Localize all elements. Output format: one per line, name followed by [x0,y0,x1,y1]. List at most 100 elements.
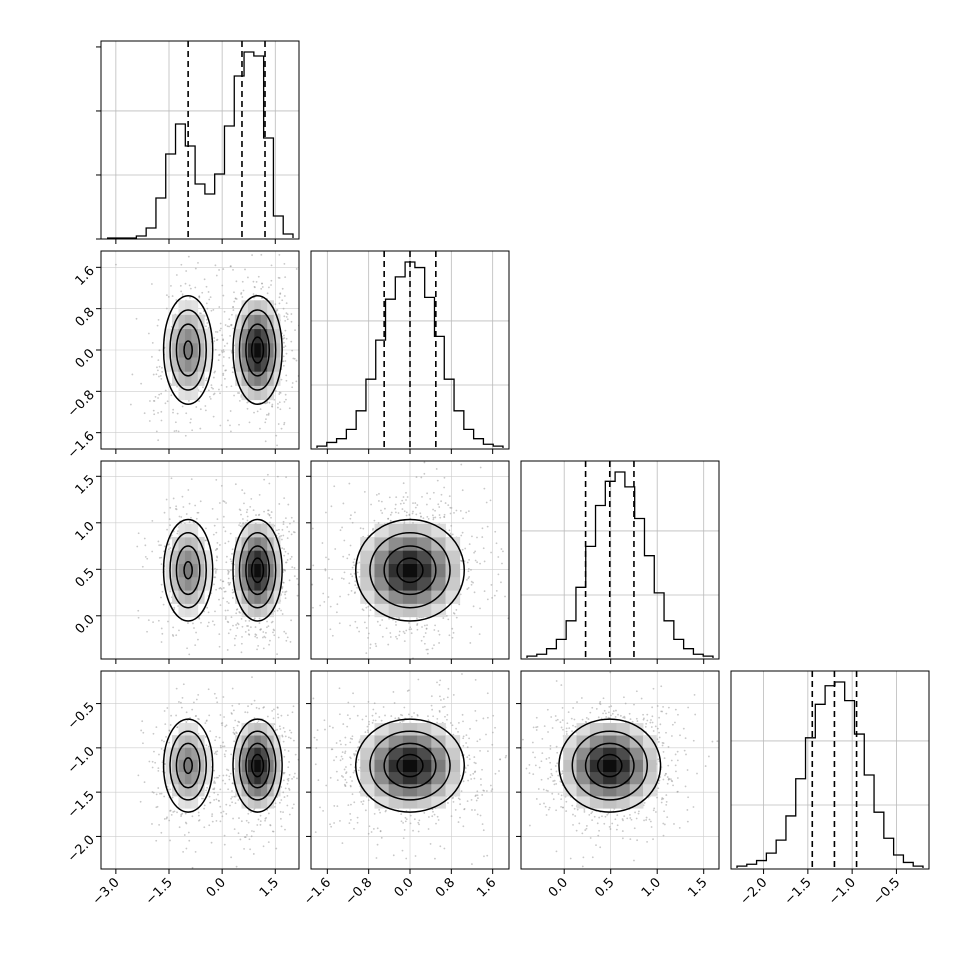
scatter-point [481,768,483,771]
scatter-point [203,278,206,281]
scatter-point [212,533,215,536]
density-cell [235,371,242,386]
scatter-point [168,518,171,521]
scatter-point [432,508,434,511]
density-cell [374,576,390,591]
contour-line [183,757,193,775]
contour-line [183,561,193,580]
scatter-point [190,478,193,481]
density-cell [204,550,212,564]
scatter-point [219,392,221,395]
scatter-point [466,588,469,590]
scatter-point [219,788,222,791]
scatter-point [258,622,261,624]
scatter-point [283,755,286,758]
scatter-point [204,722,207,725]
scatter-point [210,386,213,389]
scatter-point [240,642,243,645]
density-cell [254,722,262,736]
density-cell [184,796,192,809]
scatter-point [178,826,181,829]
scatter-point [219,329,221,332]
density-cell [247,796,255,809]
scatter-point [324,569,327,572]
scatter-point [380,509,382,512]
scatter-point [356,586,359,589]
density-cell [254,771,262,785]
scatter-point [191,429,194,432]
scatter-point [301,357,303,359]
scatter-point [219,820,222,823]
scatter-point [211,820,214,823]
scatter-point [447,618,450,621]
scatter-point [187,831,190,834]
density-cell [184,722,192,736]
scatter-point [440,500,443,503]
scatter-point [340,755,343,758]
scatter-point [376,827,379,830]
scatter-point [268,482,271,485]
scatter-point [418,823,420,826]
scatter-point [188,399,190,402]
scatter-point [348,822,351,825]
scatter-point [203,807,205,810]
scatter-point [205,325,207,328]
scatter-point [269,639,271,642]
scatter-point [343,539,346,542]
contour-line [232,295,283,405]
scatter-point [147,619,150,622]
scatter-point [241,280,244,283]
scatter-point [204,379,207,382]
density-cell [184,371,192,386]
scatter-point [227,577,230,580]
scatter-point [253,617,256,620]
scatter-point [349,544,352,547]
scatter-point [280,534,283,537]
scatter-point [451,636,454,639]
scatter-point [466,756,469,759]
scatter-point [240,513,242,516]
scatter-point [243,847,245,850]
density-cell [402,563,418,578]
scatter-point [285,639,288,642]
scatter-point [233,300,236,303]
scatter-point [237,720,240,723]
scatter-point [291,349,294,352]
scatter-point [228,583,230,586]
density-cell [260,576,268,591]
density-cell [178,735,186,748]
scatter-point [311,527,314,530]
y-tick-label: 0.8 [73,305,98,330]
scatter-point [157,318,160,321]
scatter-point [225,803,228,806]
scatter-point [168,729,171,732]
scatter-point [231,790,233,792]
scatter-point [482,789,485,792]
density-cell [178,342,186,358]
scatter-point [356,562,359,565]
scatter-point [410,715,413,718]
scatter-point [474,550,477,553]
scatter-point [282,364,285,367]
scatter-point [170,384,173,386]
scatter-point [432,518,435,521]
scatter-point [455,609,458,611]
scatter-point [296,577,299,580]
density-cell [247,576,255,591]
scatter-point [302,541,304,543]
scatter-point [414,506,417,509]
scatter-point [436,717,439,720]
scatter-point [504,756,507,759]
density-cell [191,603,199,618]
scatter-point [185,721,188,723]
scatter-point [282,791,285,794]
contour-line [369,532,451,609]
scatter-point [172,408,175,411]
x-tick-label: 0.0 [204,875,229,900]
density-cell [247,590,255,604]
scatter-point [471,863,473,865]
density-cell [254,796,262,809]
scatter-point [455,509,458,512]
scatter-point [429,498,432,500]
scatter-point [353,564,356,567]
